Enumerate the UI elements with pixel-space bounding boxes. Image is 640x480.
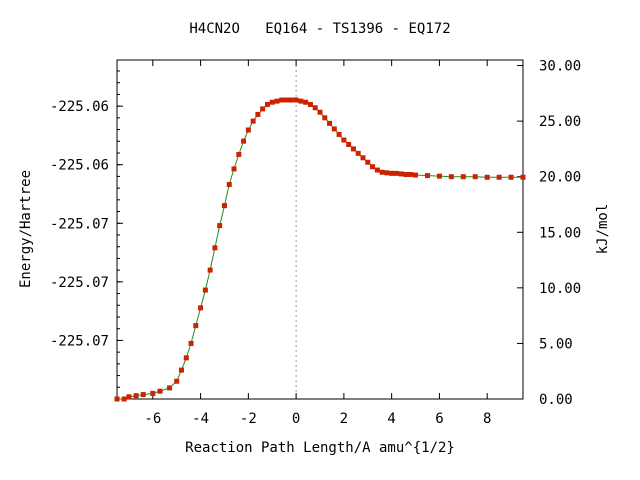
data-point <box>167 385 173 391</box>
right-tick-label: 10.00 <box>539 281 581 297</box>
data-point <box>226 181 232 187</box>
data-point <box>288 97 294 103</box>
data-point <box>221 203 227 209</box>
left-tick-label: -225.07 <box>50 275 109 291</box>
left-axis-ticks: -225.07 -225.07 -225.07 -225.06 -225.06 <box>50 70 123 400</box>
chart-title: H4CN2O EQ164 - TS1396 - EQ172 <box>189 21 450 37</box>
x-tick-label: 0 <box>292 411 300 427</box>
plot-frame <box>116 59 524 400</box>
data-point <box>331 126 337 132</box>
data-point <box>350 146 356 152</box>
data-point <box>336 131 342 137</box>
left-tick-label: -225.06 <box>50 158 109 174</box>
data-point <box>520 174 526 180</box>
data-point <box>346 141 352 147</box>
data-point <box>217 223 223 229</box>
data-point <box>150 390 156 396</box>
data-point <box>379 169 385 175</box>
series-line <box>117 99 523 400</box>
right-tick-label: 30.00 <box>539 59 581 75</box>
left-tick-label: -225.07 <box>50 333 109 349</box>
data-point <box>126 394 132 400</box>
data-point <box>355 150 361 156</box>
data-point <box>374 167 380 173</box>
data-point <box>157 388 163 394</box>
y-axis-label-left: Energy/Hartree <box>18 170 34 288</box>
data-point <box>198 305 204 311</box>
data-point <box>212 245 218 251</box>
data-point <box>121 396 127 402</box>
data-point <box>140 392 146 398</box>
data-point <box>341 137 347 143</box>
data-point <box>384 170 390 176</box>
data-point <box>269 99 275 105</box>
left-tick-label: -225.07 <box>50 216 109 232</box>
right-tick-label: 25.00 <box>539 114 581 130</box>
x-tick-label: 6 <box>435 411 443 427</box>
data-point <box>317 109 323 115</box>
data-point <box>174 378 180 384</box>
right-tick-label: 20.00 <box>539 170 581 186</box>
data-point <box>298 98 304 104</box>
data-point <box>133 393 139 399</box>
data-point <box>360 155 366 161</box>
data-point <box>193 323 199 329</box>
data-point <box>114 396 120 402</box>
data-point <box>178 367 184 373</box>
x-tick-label: 4 <box>387 411 395 427</box>
data-point <box>496 174 502 180</box>
data-point <box>484 174 490 180</box>
data-point <box>279 97 285 103</box>
data-point <box>284 97 290 103</box>
data-point <box>393 170 399 176</box>
data-point <box>424 173 430 179</box>
data-point <box>460 174 466 180</box>
x-tick-label: 8 <box>483 411 491 427</box>
data-point <box>260 106 266 112</box>
data-point <box>322 115 328 121</box>
data-point <box>293 97 299 103</box>
data-point <box>245 127 251 133</box>
data-point <box>472 174 478 180</box>
data-point <box>274 98 280 104</box>
data-point <box>448 174 454 180</box>
data-point <box>312 105 318 111</box>
data-point <box>327 120 333 126</box>
data-point <box>413 172 419 178</box>
data-point <box>307 101 313 107</box>
left-tick-label: -225.06 <box>50 99 109 115</box>
data-point <box>365 159 371 165</box>
x-tick-label: -6 <box>144 411 161 427</box>
data-point <box>241 138 247 144</box>
x-tick-label: -4 <box>192 411 209 427</box>
right-axis-ticks: 0.00 5.00 10.00 15.00 20.00 25.00 30.00 <box>517 59 581 408</box>
data-point <box>188 340 194 346</box>
data-point <box>250 118 256 124</box>
data-point <box>303 99 309 105</box>
data-point <box>255 111 261 117</box>
x-tick-label: -2 <box>240 411 257 427</box>
x-tick-label: 2 <box>340 411 348 427</box>
data-point <box>183 355 189 361</box>
data-point <box>370 164 376 170</box>
data-point <box>207 267 213 273</box>
data-point <box>231 166 237 172</box>
x-axis-ticks: -6 -4 -2 0 2 4 6 8 <box>144 60 491 427</box>
data-point <box>408 171 414 177</box>
right-tick-label: 5.00 <box>539 336 573 352</box>
data-point <box>398 171 404 177</box>
right-tick-label: 15.00 <box>539 225 581 241</box>
y-axis-label-right: kJ/mol <box>595 204 611 255</box>
data-point <box>508 174 514 180</box>
data-point <box>389 170 395 176</box>
data-point <box>264 101 270 107</box>
data-point <box>202 287 208 293</box>
x-axis-label: Reaction Path Length/A amu^{1/2} <box>185 440 455 456</box>
data-point <box>403 171 409 177</box>
energy-series <box>114 97 526 402</box>
right-tick-label: 0.00 <box>539 392 573 408</box>
data-point <box>236 151 242 157</box>
data-point <box>436 173 442 179</box>
